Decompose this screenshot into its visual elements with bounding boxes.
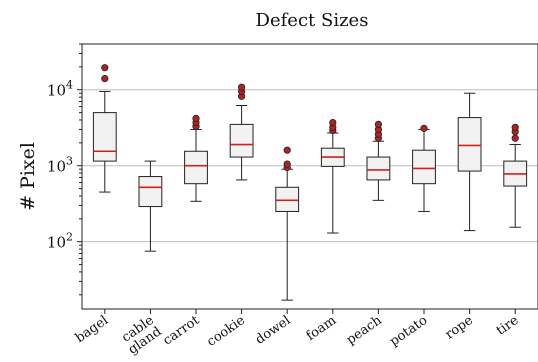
flier-point-4-2 (283, 146, 291, 154)
box-group-1 (138, 160, 163, 252)
flier-point-3-2 (238, 83, 246, 91)
x-tick-label-3: cookie (204, 313, 248, 350)
flier-point-9-0 (511, 134, 519, 142)
box-0 (92, 112, 117, 162)
y-tick-label-2: 104 (47, 79, 73, 100)
x-tick-label-1: cablegland (118, 313, 165, 358)
x-tick-label-8: rope (443, 313, 476, 343)
chart-title: Defect Sizes (256, 10, 369, 31)
x-tick-label-2: carrot (161, 313, 203, 349)
box-group-0 (92, 64, 117, 193)
flier-point-2-2 (192, 114, 200, 122)
x-tick-label-9: tire (494, 313, 522, 339)
x-tick-label-6: peach (344, 313, 385, 348)
x-tick-label-line-0-0: bagel (73, 313, 111, 346)
box-group-4 (275, 146, 300, 301)
y-tick-exponent-0: 2 (66, 231, 73, 244)
flier-point-6-3 (374, 120, 382, 128)
box-group-3 (229, 83, 254, 181)
y-axis-label: # Pixel (17, 142, 39, 211)
flier-point-9-2 (511, 123, 519, 131)
box-group-6 (366, 120, 391, 201)
box-series (92, 64, 528, 301)
x-tick-label-7: potato (387, 313, 430, 350)
box-group-7 (412, 124, 436, 212)
y-tick-exponent-1: 3 (66, 155, 73, 168)
x-tick-label-line-6-0: peach (344, 313, 385, 348)
box-2 (184, 150, 208, 185)
x-tick-label-line-4-0: dowel (253, 313, 294, 348)
box-group-5 (320, 118, 345, 234)
box-6 (366, 156, 391, 181)
box-4 (275, 186, 300, 212)
box-8 (457, 117, 482, 172)
x-tick-label-line-7-0: potato (387, 313, 430, 350)
box-group-9 (503, 123, 528, 228)
box-3 (229, 123, 254, 158)
flier-point-7-0 (420, 124, 428, 132)
box-7 (412, 149, 436, 185)
x-tick-label-5: foam (304, 313, 339, 344)
box-group-8 (457, 92, 482, 232)
y-tick-exponent-2: 4 (66, 79, 73, 92)
x-tick-label-line-8-0: rope (443, 313, 476, 343)
x-tick-label-4: dowel (253, 313, 294, 348)
x-tick-label-line-5-0: foam (304, 313, 339, 344)
x-tick-label-line-9-0: tire (494, 313, 522, 339)
y-tick-label-0: 102 (47, 231, 73, 252)
flier-point-0-1 (101, 64, 109, 72)
x-tick-label-line-3-0: cookie (204, 313, 248, 350)
x-tick-label-0: bagel (73, 313, 111, 346)
flier-point-4-1 (283, 160, 291, 168)
flier-point-0-0 (101, 75, 109, 83)
box-1 (138, 176, 163, 208)
plot-frame (81, 43, 538, 310)
y-axis-ticks: 102 103 104 (47, 43, 82, 296)
box-group-2 (184, 114, 208, 202)
x-tick-label-line-2-0: carrot (161, 313, 203, 349)
flier-point-5-2 (329, 118, 337, 127)
y-tick-label-1: 103 (47, 155, 73, 176)
